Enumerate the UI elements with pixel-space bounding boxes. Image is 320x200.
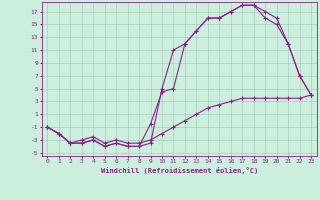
X-axis label: Windchill (Refroidissement éolien,°C): Windchill (Refroidissement éolien,°C) xyxy=(100,167,258,174)
